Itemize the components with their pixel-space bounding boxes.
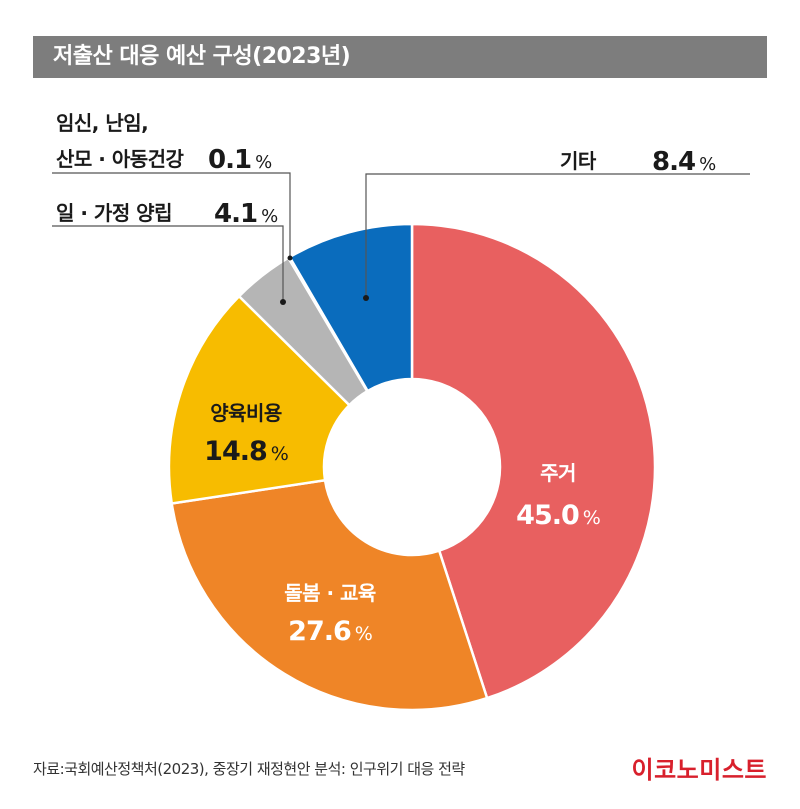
category-label-1: 주거 [540,461,576,485]
category-label-2: 돌봄 · 교육 [284,581,376,605]
unit-label: % [271,443,288,465]
leader-line-4 [52,225,284,302]
leader-line-6 [365,173,750,298]
leader-dot-4 [280,299,286,305]
value-label-5: 0.1% [208,145,272,175]
leader-line-5 [52,172,291,258]
title-bar: 저출산 대응 예산 구성(2023년) [33,36,767,78]
category-label-6: 기타 [560,149,597,173]
slice-6 [287,222,414,393]
chart-title: 저출산 대응 예산 구성(2023년) [53,44,351,69]
category-label-3: 양육비용 [210,401,282,425]
slice-3 [167,294,352,505]
unit-label: % [261,206,278,227]
unit-label: % [699,154,716,175]
unit-label: % [583,507,600,529]
source-note: 자료:국회예산정책처(2023), 중장기 재정현안 분석: 인구위기 대응 전… [33,760,465,778]
value-label-4: 4.1% [214,199,278,229]
unit-label: % [355,623,372,645]
slice-1 [410,222,657,700]
category-label-5-line-1: 임신, 난임, [56,111,148,135]
unit-label: % [255,152,272,173]
slice-2 [170,478,489,712]
value-label-6: 8.4% [652,147,716,177]
brand-logo: 이코노미스트 [631,756,767,784]
leader-dot-5 [287,255,293,261]
leader-dot-6 [363,295,369,301]
category-label-5-line-2: 산모 · 아동건강 [56,147,185,171]
category-label-4: 일 · 가정 양립 [56,201,172,225]
